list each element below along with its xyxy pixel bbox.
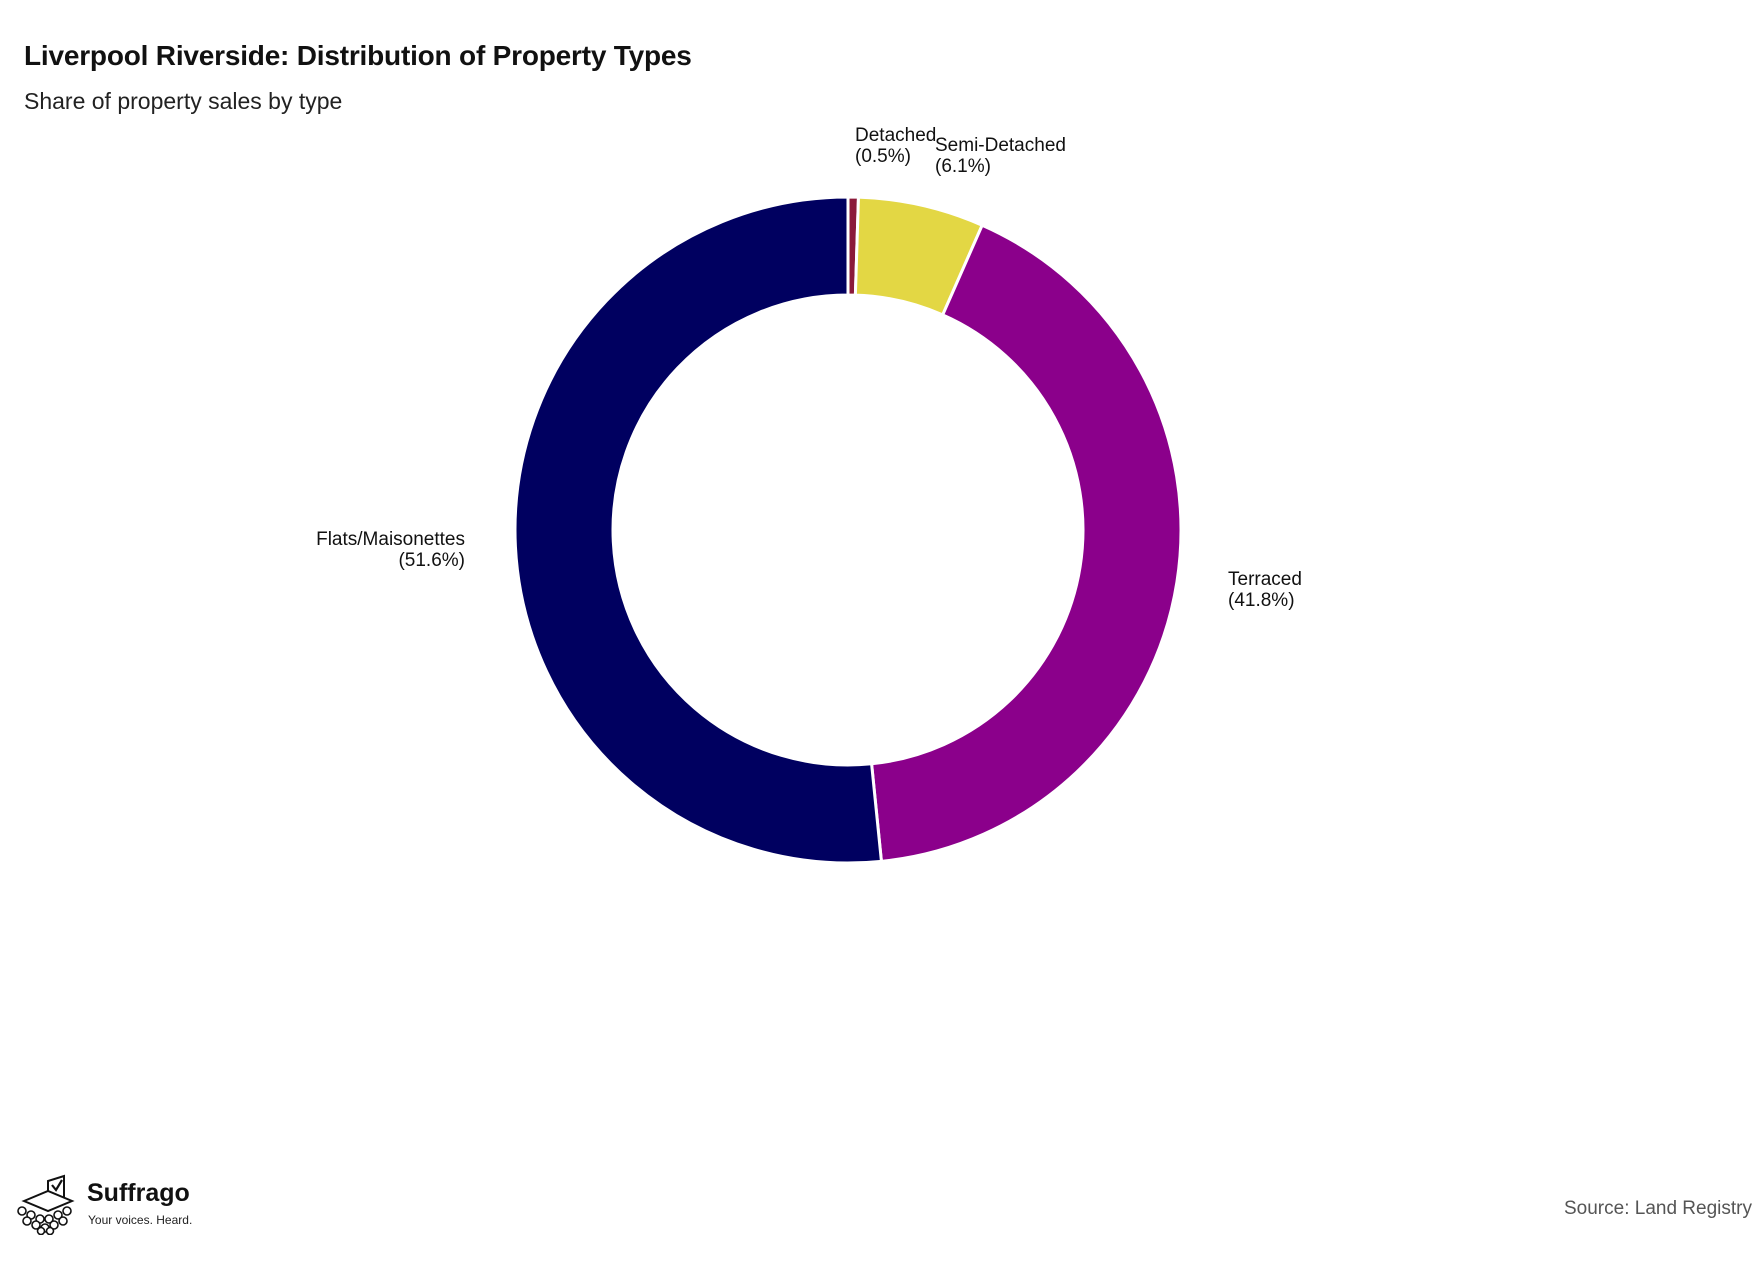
donut-slices	[513, 195, 1183, 865]
slice-flats-maisonettes	[513, 195, 884, 865]
slice-label-detached: Detached (0.5%)	[855, 125, 936, 167]
brand-block: Suffrago Your voices. Heard.	[14, 1173, 214, 1235]
slice-label-terraced: Terraced (41.8%)	[1228, 569, 1302, 611]
brand-name: Suffrago	[87, 1179, 190, 1207]
source-note: Source: Land Registry	[1564, 1198, 1752, 1219]
slice-terraced	[869, 223, 1183, 863]
brand-tagline: Your voices. Heard.	[88, 1213, 193, 1227]
slice-label-flats-maisonettes: Flats/Maisonettes (51.6%)	[316, 529, 465, 571]
ballot-box-logo-icon	[17, 1174, 75, 1235]
slice-labels: Detached (0.5%)Semi-Detached (6.1%) Terrace…	[316, 125, 1302, 611]
chart-subtitle: Share of property sales by type	[24, 88, 343, 114]
slice-label-semi-detached: Semi-Detached (6.1%)	[935, 135, 1066, 177]
chart-title: Liverpool Riverside: Distribution of Pro…	[24, 40, 692, 71]
